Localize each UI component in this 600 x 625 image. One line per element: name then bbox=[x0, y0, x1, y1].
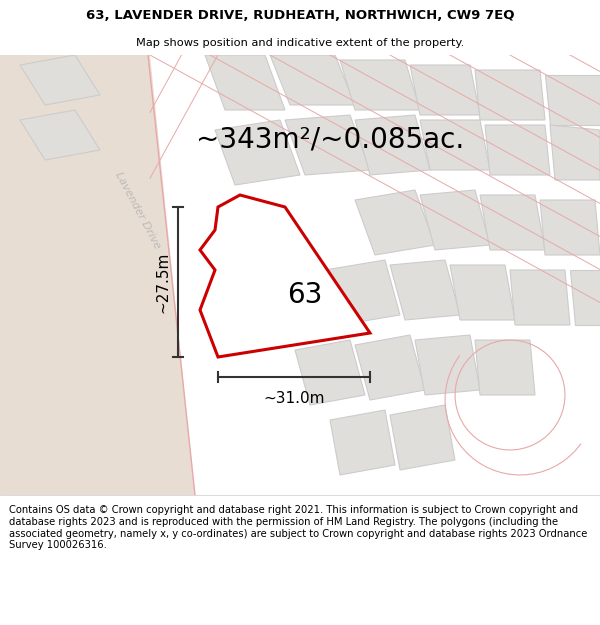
Polygon shape bbox=[540, 200, 600, 255]
Text: 63, LAVENDER DRIVE, RUDHEATH, NORTHWICH, CW9 7EQ: 63, LAVENDER DRIVE, RUDHEATH, NORTHWICH,… bbox=[86, 9, 514, 22]
Polygon shape bbox=[0, 55, 195, 495]
Text: Contains OS data © Crown copyright and database right 2021. This information is : Contains OS data © Crown copyright and d… bbox=[9, 506, 587, 550]
Polygon shape bbox=[200, 195, 370, 357]
Polygon shape bbox=[20, 110, 100, 160]
Polygon shape bbox=[355, 335, 425, 400]
Polygon shape bbox=[410, 65, 480, 115]
Polygon shape bbox=[285, 115, 370, 175]
Polygon shape bbox=[475, 70, 545, 120]
Polygon shape bbox=[355, 190, 435, 255]
Polygon shape bbox=[480, 195, 545, 250]
Polygon shape bbox=[420, 120, 490, 170]
Polygon shape bbox=[265, 265, 340, 330]
Text: 63: 63 bbox=[287, 281, 323, 309]
Text: Map shows position and indicative extent of the property.: Map shows position and indicative extent… bbox=[136, 38, 464, 48]
Polygon shape bbox=[545, 75, 600, 125]
Polygon shape bbox=[20, 55, 100, 105]
Polygon shape bbox=[325, 260, 400, 325]
Polygon shape bbox=[355, 115, 430, 175]
Polygon shape bbox=[485, 125, 550, 175]
Text: ~31.0m: ~31.0m bbox=[263, 391, 325, 406]
Polygon shape bbox=[295, 340, 365, 405]
Text: ~343m²/~0.085ac.: ~343m²/~0.085ac. bbox=[196, 126, 464, 154]
Polygon shape bbox=[390, 260, 460, 320]
Polygon shape bbox=[215, 120, 300, 185]
Polygon shape bbox=[420, 190, 490, 250]
Polygon shape bbox=[550, 125, 600, 180]
Text: Lavender Drive: Lavender Drive bbox=[113, 170, 163, 250]
Polygon shape bbox=[570, 270, 600, 325]
Polygon shape bbox=[205, 55, 285, 110]
Polygon shape bbox=[270, 55, 355, 105]
Text: ~27.5m: ~27.5m bbox=[155, 251, 170, 312]
Polygon shape bbox=[450, 265, 515, 320]
Polygon shape bbox=[390, 405, 455, 470]
Polygon shape bbox=[510, 270, 570, 325]
Polygon shape bbox=[475, 340, 535, 395]
Polygon shape bbox=[415, 335, 480, 395]
Polygon shape bbox=[340, 60, 420, 110]
Polygon shape bbox=[330, 410, 395, 475]
